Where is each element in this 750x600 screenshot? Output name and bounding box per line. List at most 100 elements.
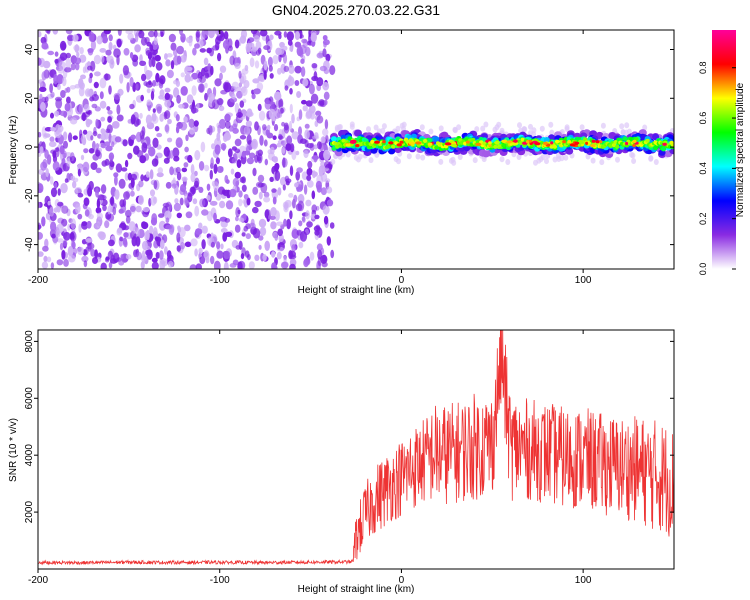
halo-cell <box>624 122 630 129</box>
noise-cell <box>166 69 174 79</box>
noise-cell <box>150 217 158 226</box>
noise-cell <box>108 239 115 247</box>
noise-cell <box>125 209 132 218</box>
noise-cell <box>106 106 111 111</box>
noise-cell <box>72 180 77 189</box>
noise-cell <box>220 143 227 151</box>
noise-cell <box>299 138 307 144</box>
noise-cell <box>189 264 197 269</box>
noise-cell <box>106 55 114 64</box>
noise-cell <box>173 79 179 85</box>
noise-cell <box>258 244 262 250</box>
noise-cell <box>63 258 69 267</box>
noise-cell <box>81 255 89 263</box>
noise-cell <box>129 52 134 59</box>
peak-cell <box>355 144 360 148</box>
noise-cell <box>97 194 105 201</box>
noise-cell <box>314 214 320 220</box>
noise-cell <box>141 73 147 82</box>
signal-cell <box>456 141 461 146</box>
noise-cell <box>38 31 42 38</box>
noise-cell <box>234 39 240 49</box>
noise-cell <box>173 87 180 98</box>
noise-cell <box>243 194 249 200</box>
noise-cell <box>181 176 188 182</box>
noise-cell <box>87 109 93 116</box>
noise-cell <box>229 263 237 268</box>
noise-cell <box>199 198 206 208</box>
noise-cell <box>65 30 73 35</box>
noise-cell <box>253 35 260 43</box>
noise-cell <box>283 218 287 227</box>
noise-cell <box>162 202 170 208</box>
noise-cell <box>108 159 115 171</box>
noise-cell <box>286 135 293 146</box>
signal-cell <box>433 136 440 142</box>
noise-cell <box>319 65 327 72</box>
noise-cell <box>289 45 293 52</box>
noise-cell <box>44 149 49 159</box>
noise-cell <box>243 126 251 136</box>
noise-cell <box>300 58 305 64</box>
noise-cell <box>55 229 61 238</box>
noise-cell <box>252 167 257 177</box>
noise-cell <box>219 166 224 172</box>
noise-cell <box>304 129 310 140</box>
snr-xtick-label: 0 <box>399 575 405 586</box>
noise-cell <box>121 167 128 172</box>
noise-cell <box>137 195 144 205</box>
noise-cell <box>288 64 295 74</box>
noise-cell <box>294 80 300 86</box>
noise-cell <box>309 251 315 261</box>
noise-cell <box>61 218 68 227</box>
noise-cell <box>77 213 83 220</box>
snr-ytick-label: 8000 <box>24 330 35 353</box>
noise-cell <box>67 34 74 42</box>
noise-cell <box>235 216 239 222</box>
noise-cell <box>185 134 189 142</box>
noise-cell <box>303 184 308 195</box>
noise-cell <box>156 132 163 138</box>
noise-cell <box>90 135 94 141</box>
noise-cell <box>176 245 181 252</box>
peak-cell <box>374 140 380 144</box>
noise-cell <box>195 228 203 235</box>
noise-cell <box>258 235 264 241</box>
noise-cell <box>50 187 58 198</box>
noise-cell <box>194 248 198 257</box>
noise-cell <box>241 184 247 192</box>
noise-cell <box>249 152 256 159</box>
noise-cell <box>213 163 218 174</box>
noise-cell <box>274 162 280 170</box>
noise-cell <box>311 62 318 69</box>
noise-cell <box>41 216 46 227</box>
noise-cell <box>50 262 55 269</box>
noise-cell <box>141 221 149 230</box>
noise-cell <box>59 242 64 251</box>
noise-cell <box>287 76 295 87</box>
noise-cell <box>248 222 256 230</box>
noise-cell <box>176 232 181 243</box>
noise-cell <box>305 100 313 107</box>
noise-cell <box>185 211 193 219</box>
noise-cell <box>315 110 322 117</box>
noise-cell <box>67 246 74 257</box>
noise-cell <box>123 232 129 238</box>
noise-cell <box>87 65 93 71</box>
noise-cell <box>74 44 80 53</box>
noise-cell <box>95 143 100 150</box>
noise-cell <box>184 146 189 153</box>
peak-cell <box>388 141 394 145</box>
noise-cell <box>126 82 130 93</box>
noise-cell <box>258 191 263 200</box>
noise-cell <box>166 53 173 58</box>
halo-cell <box>483 121 489 128</box>
noise-cell <box>88 31 95 42</box>
noise-cell <box>254 60 260 69</box>
noise-cell <box>286 218 291 230</box>
noise-cell <box>220 228 228 233</box>
spectrogram-x-ticks: -200 -100 0 100 <box>28 30 592 286</box>
noise-cell <box>199 75 207 84</box>
noise-cell <box>54 51 59 57</box>
noise-cell <box>132 226 138 234</box>
